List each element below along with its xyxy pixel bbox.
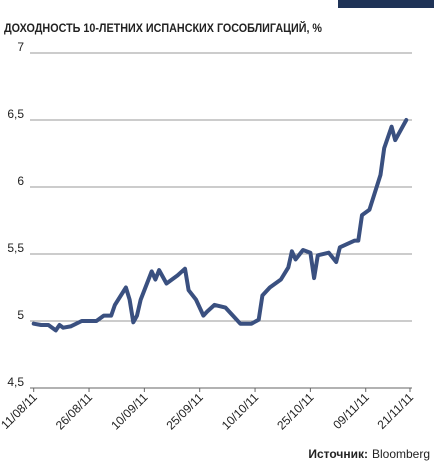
x-tick-label: 25/09/11 — [164, 390, 207, 433]
y-tick-label: 5,5 — [7, 241, 24, 255]
x-tick-label: 10/09/11 — [108, 390, 151, 433]
y-tick-label: 4,5 — [7, 375, 24, 389]
x-tick-label: 11/08/11 — [0, 390, 40, 432]
line — [31, 118, 409, 333]
y-tick-label: 5 — [17, 308, 24, 322]
x-tick-label: 26/08/11 — [53, 390, 96, 433]
source-name: Bloomberg — [372, 447, 430, 461]
source-label: Источник: — [308, 447, 368, 461]
x-tick-label: 25/10/11 — [274, 390, 317, 433]
y-tick-label: 6,5 — [7, 107, 24, 121]
x-tick-label: 21/11/11 — [374, 390, 416, 432]
x-tick-label: 10/10/11 — [219, 390, 262, 433]
source: Источник: Bloomberg — [308, 447, 430, 461]
y-tick-label: 6 — [17, 174, 24, 188]
header-bar — [338, 0, 434, 8]
x-tick-label: 09/11/11 — [330, 390, 372, 432]
plot-area: 4,5 5 5,5 6 6,5 7 11/08/11 26/08/11 10/09/11 25/0… — [0, 40, 416, 433]
chart-title: ДОХОДНОСТЬ 10-ЛЕТНИХ ИСПАНСКИХ ГОСОБЛИГА… — [4, 20, 322, 35]
y-tick-label: 7 — [17, 40, 24, 54]
